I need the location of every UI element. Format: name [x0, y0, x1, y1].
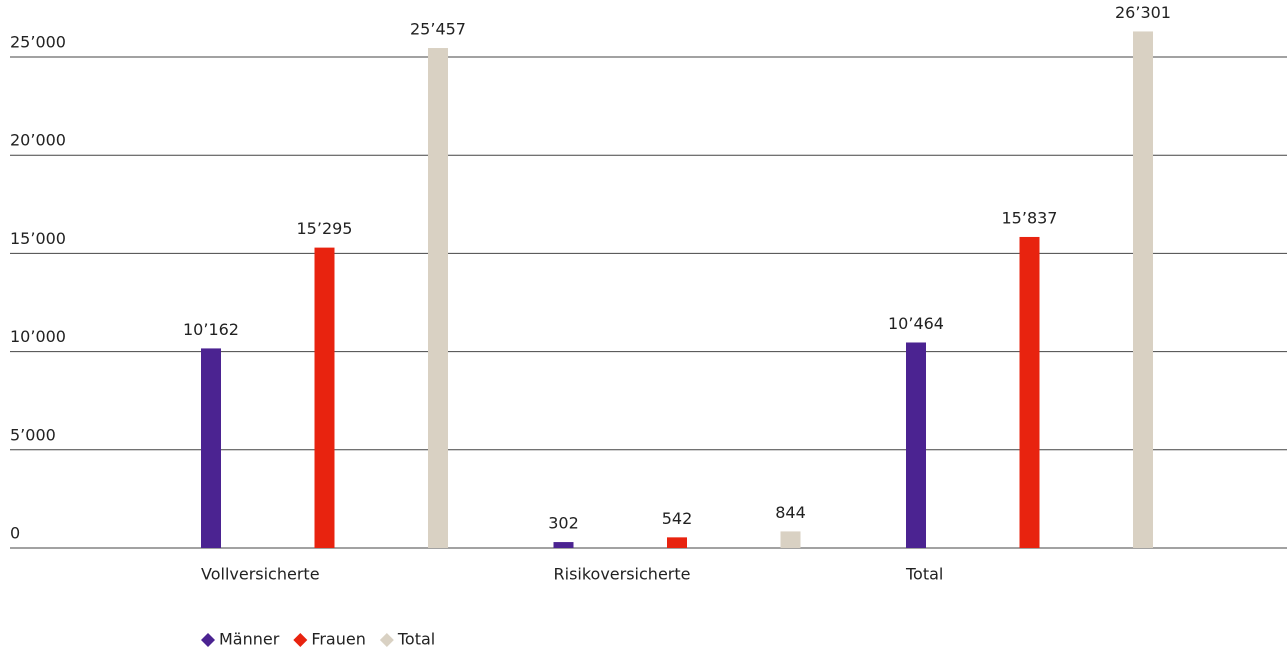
x-tick-label: Risikoversicherte [554, 565, 691, 584]
y-tick-label: 0 [10, 524, 20, 543]
value-label: 15’837 [1002, 208, 1058, 227]
x-tick-label: Total [905, 565, 943, 584]
legend-marker [293, 633, 308, 647]
bar [553, 542, 574, 548]
bar [667, 537, 687, 548]
bar [201, 348, 221, 548]
bar [1019, 236, 1040, 549]
value-label: 844 [775, 503, 806, 522]
y-tick-label: 15’000 [10, 229, 66, 248]
legend-label: Frauen [311, 630, 366, 649]
legend-label: Total [397, 630, 435, 649]
value-label: 26’301 [1115, 3, 1171, 22]
bar [906, 342, 926, 548]
bar [428, 48, 448, 548]
y-tick-label: 20’000 [10, 131, 66, 150]
bar [314, 247, 335, 548]
bar [1133, 31, 1153, 548]
x-tick-label: Vollversicherte [201, 565, 320, 584]
y-tick-label: 25’000 [10, 33, 66, 52]
legend-marker [201, 633, 215, 647]
value-label: 542 [662, 509, 693, 528]
y-tick-label: 5’000 [10, 425, 56, 444]
bar [780, 531, 801, 548]
value-label: 10’464 [888, 314, 944, 333]
legend-marker [379, 633, 394, 647]
y-tick-label: 10’000 [10, 327, 66, 346]
value-label: 302 [548, 514, 579, 533]
value-label: 10’162 [183, 320, 239, 339]
legend-label: Männer [219, 630, 280, 649]
value-label: 15’295 [297, 219, 353, 238]
value-label: 25’457 [410, 20, 466, 39]
